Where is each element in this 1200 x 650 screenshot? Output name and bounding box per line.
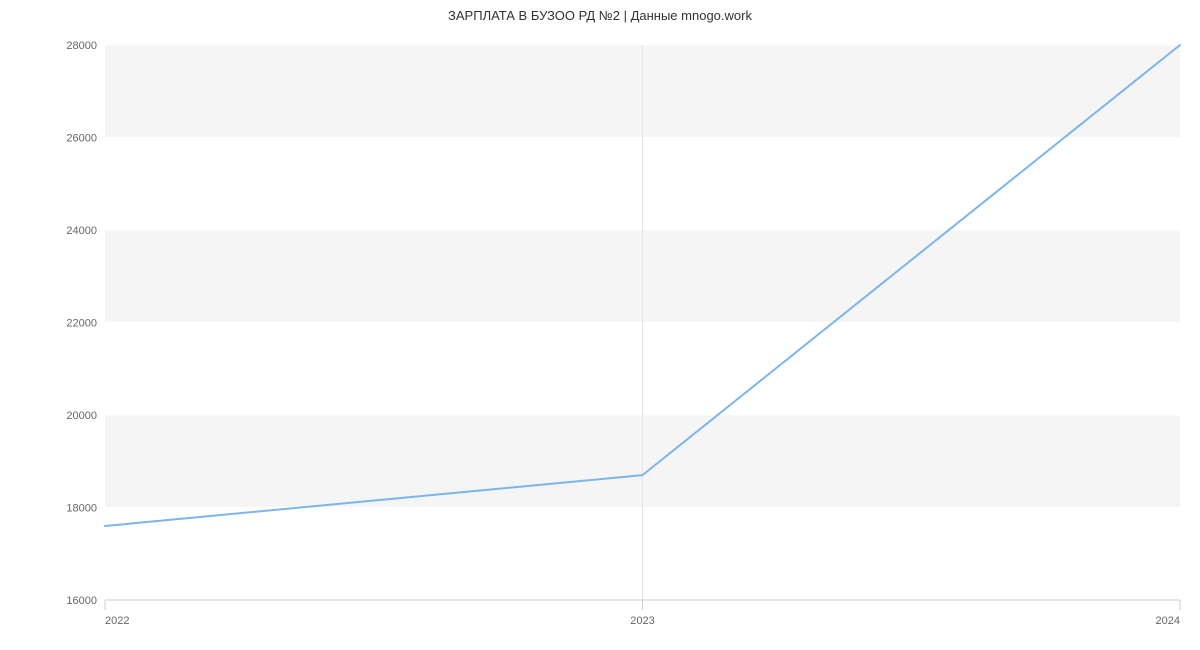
salary-chart: ЗАРПЛАТА В БУЗОО РД №2 | Данные mnogo.wo… (0, 0, 1200, 650)
x-tick-label: 2023 (630, 615, 654, 627)
y-tick-label: 26000 (66, 133, 97, 145)
x-tick-label: 2022 (105, 615, 129, 627)
y-tick-label: 16000 (66, 595, 97, 607)
y-tick-label: 20000 (66, 410, 97, 422)
chart-svg: 16000 18000 20000 22000 24000 26000 28000 2022 2… (0, 0, 1200, 650)
x-tick-label: 2024 (1156, 615, 1180, 627)
y-tick-label: 28000 (66, 40, 97, 52)
y-tick-label: 22000 (66, 318, 97, 330)
y-tick-label: 24000 (66, 225, 97, 237)
y-tick-label: 18000 (66, 503, 97, 515)
